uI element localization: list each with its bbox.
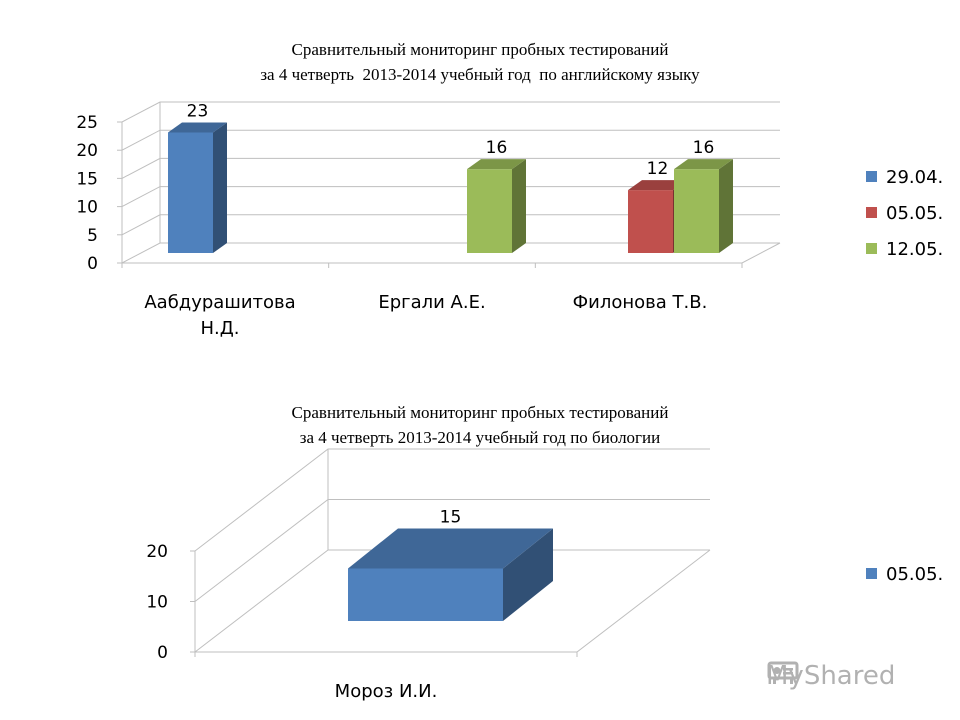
chart1-bar-top: [467, 159, 526, 170]
chart1-y-tick-label: 15: [76, 169, 98, 189]
chart1-bar-front: [467, 169, 512, 253]
chart1-data-label: 23: [187, 101, 209, 121]
chart2-y-tick-label: 10: [146, 593, 168, 613]
chart1-y-tick-label: 20: [76, 141, 98, 161]
chart1-category-label: Аабдурашитова: [144, 292, 295, 313]
chart1-bar-front: [628, 190, 673, 253]
chart1-data-label: 12: [647, 159, 669, 179]
chart1-gridline: [121, 101, 780, 123]
chart2-legend-swatch: [866, 568, 877, 579]
chart2-bar-front: [348, 568, 503, 621]
watermark-text: MyShared: [766, 661, 896, 691]
chart1-legend-label: 12.05.: [886, 239, 943, 260]
chart1-bar-top: [168, 122, 227, 133]
chart2-data-label: 15: [440, 508, 462, 528]
chart2-category-label: Мороз И.И.: [335, 681, 438, 702]
chart2-y-tick-label: 20: [146, 542, 168, 562]
chart2-bar-top: [348, 528, 553, 569]
chart1-y-tick-label: 0: [87, 254, 98, 274]
chart1-y-tick-label: 25: [76, 113, 98, 133]
chart1-data-label: 16: [693, 138, 715, 158]
chart1-category-label: Ергали А.Е.: [378, 292, 485, 313]
chart1-bar-side: [213, 122, 227, 253]
chart1-legend-label: 29.04.: [886, 167, 943, 188]
chart1-category-label: Н.Д.: [200, 318, 239, 339]
chart2-title: Сравнительный мониторинг пробных тестиро…: [0, 400, 960, 450]
chart2-bar-side: [503, 528, 553, 621]
chart1-legend-swatch: [866, 243, 877, 254]
chart1-bar-front: [674, 169, 719, 253]
chart1-title-line1: Сравнительный мониторинг пробных тестиро…: [291, 40, 669, 59]
chart2-title-line1: Сравнительный мониторинг пробных тестиро…: [291, 403, 669, 422]
chart1-bar-top: [674, 159, 733, 170]
chart1-bar-top: [628, 180, 687, 191]
chart1-title: Сравнительный мониторинг пробных тестиро…: [0, 37, 960, 87]
chart1-title-line2: за 4 четверть 2013-2014 учебный год по а…: [260, 65, 700, 84]
chart1-legend-swatch: [866, 207, 877, 218]
chart2-title-line2: за 4 четверть 2013-2014 учебный год по б…: [299, 428, 661, 447]
watermark: MyShared: [766, 654, 936, 698]
chart1-bar-side: [512, 159, 526, 253]
chart2-y-tick-label: 0: [157, 643, 168, 663]
chart2-legend-label: 05.05.: [886, 564, 943, 585]
projector-icon: [767, 661, 799, 684]
chart1-legend-label: 05.05.: [886, 203, 943, 224]
chart1-category-label: Филонова Т.В.: [573, 292, 708, 313]
chart1-y-tick-label: 10: [76, 198, 98, 218]
chart1-bar-front: [168, 132, 213, 253]
chart1-bar-side: [719, 159, 733, 253]
chart1-data-label: 16: [486, 138, 508, 158]
chart1-y-tick-label: 5: [87, 226, 98, 246]
chart1-legend-swatch: [866, 171, 877, 182]
